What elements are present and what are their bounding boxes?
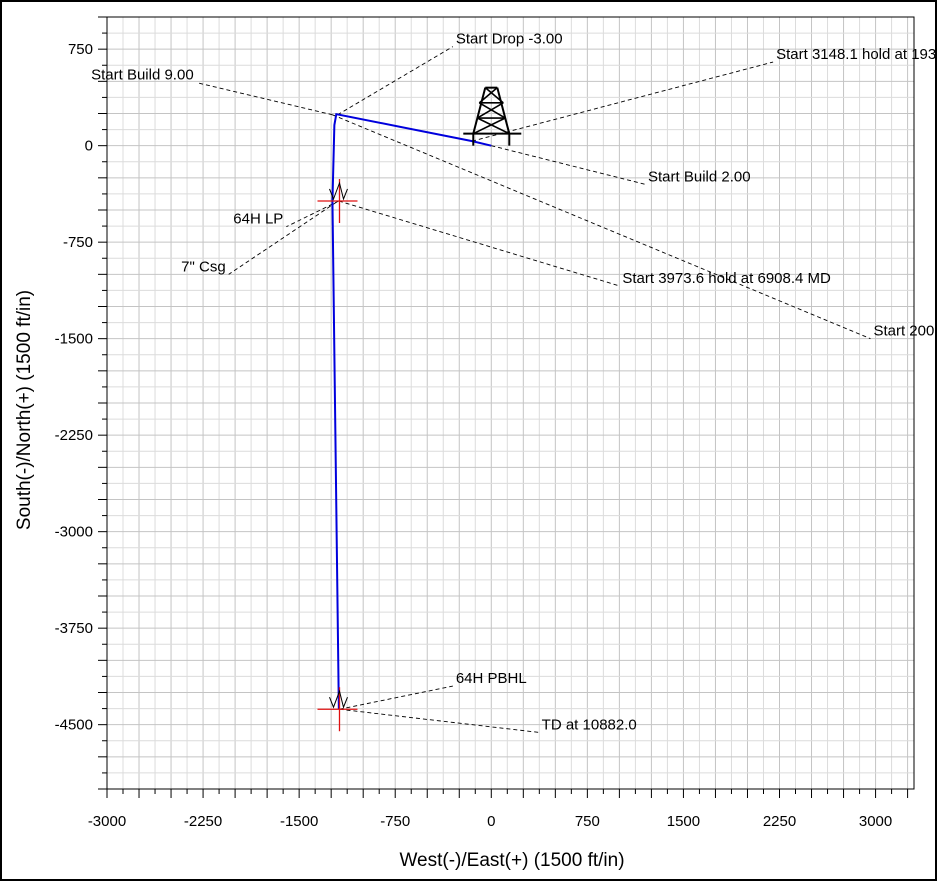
annotation-label: TD at 10882.0	[542, 716, 637, 733]
y-tick-label: -3000	[55, 524, 93, 541]
x-tick-label: -1500	[280, 813, 318, 830]
x-axis-title: West(-)/East(+) (1500 ft/in)	[399, 850, 624, 871]
rig-cross	[476, 117, 510, 135]
annotations: Start Drop -3.00 Start 3148.1 hold at 193…	[91, 31, 937, 734]
rig-cross	[472, 117, 506, 135]
annotation-leader	[228, 201, 337, 275]
annotation-leader	[471, 61, 774, 142]
tick-labels: -3000 -2250 -1500 -750 0 750 1500 2250 3000 750 0 -…	[55, 41, 893, 830]
y-tick-label: -3750	[55, 620, 93, 637]
y-tick-label: -4500	[55, 717, 93, 734]
target-symbol	[329, 689, 348, 709]
rig-cross	[476, 102, 504, 119]
grid-lines	[106, 16, 914, 790]
rig-cross	[478, 87, 498, 104]
y-tick-label: -1500	[55, 331, 93, 348]
annotation-label: Start Build 9.00	[91, 67, 194, 84]
annotation-leader	[196, 82, 333, 116]
x-tick-label: -3000	[88, 813, 126, 830]
annotation-label: Start 200.0 hold at 5704.6 MD	[873, 323, 937, 340]
x-tick-label: 1500	[667, 813, 700, 830]
rig-leg-right	[496, 87, 511, 134]
y-axis-title: South(-)/North(+) (1500 ft/in)	[14, 290, 35, 530]
y-tick-label: 750	[68, 41, 93, 58]
x-tick-label: 0	[487, 813, 495, 830]
annotation-label: 64H PBHL	[456, 670, 527, 687]
annotation-label: Start Drop -3.00	[456, 31, 563, 48]
x-tick-label: 3000	[859, 813, 892, 830]
x-tick-label: 750	[575, 813, 600, 830]
annotation-leader	[339, 685, 453, 710]
rig-leg-left	[472, 87, 487, 134]
annotation-label: Start 3973.6 hold at 6908.4 MD	[622, 270, 831, 287]
annotation-label: Start Build 2.00	[648, 168, 751, 185]
annotation-label: 64H LP	[233, 211, 283, 228]
drilling-rig-icon	[463, 86, 522, 146]
axis-ticks	[98, 16, 909, 798]
annotation-leader	[337, 46, 454, 116]
annotation-leader	[332, 114, 871, 340]
well-path-line	[331, 112, 492, 710]
well-path-series	[331, 112, 492, 710]
annotation-label: Start 3148.1 hold at 1933.9 MD	[776, 46, 937, 63]
x-tick-label: -750	[380, 813, 410, 830]
annotation-label: 7" Csg	[181, 258, 226, 275]
x-tick-label: 2250	[763, 813, 796, 830]
y-tick-label: 0	[85, 138, 93, 155]
y-tick-label: -750	[63, 234, 93, 251]
x-tick-label: -2250	[184, 813, 222, 830]
rig-cross	[478, 102, 506, 119]
markers	[317, 86, 522, 732]
target-cross-icon	[317, 178, 358, 223]
annotation-leader	[491, 145, 646, 185]
target-symbol	[329, 181, 348, 201]
rig-cross	[484, 87, 504, 104]
y-tick-label: -2250	[55, 427, 93, 444]
target-cross-icon	[317, 687, 358, 732]
annotation-leader	[286, 200, 340, 228]
annotation-leader	[339, 708, 539, 733]
